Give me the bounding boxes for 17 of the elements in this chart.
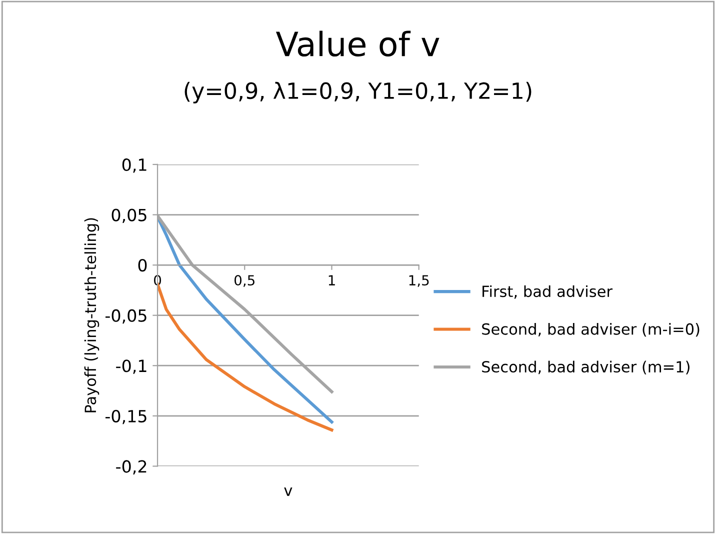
x-tick-label: 1,5 (409, 275, 429, 287)
y-axis-title: Payoff (lying-truth-telling) (84, 218, 100, 412)
y-tick-label: -0,15 (105, 410, 146, 424)
y-tick-label: 0,05 (112, 208, 146, 224)
legend-label: Second, bad adviser (m=1) (482, 360, 690, 374)
y-tick-label: -0,1 (116, 360, 146, 374)
x-tick-label: 0,5 (234, 275, 254, 287)
legend-label: Second, bad adviser (m-i=0) (482, 323, 700, 337)
chart-subtitle: (y=0,9, λ1=0,9, Y1=0,1, Y2=1) (184, 82, 532, 104)
y-tick-label: -0,05 (105, 309, 146, 324)
legend-label: First, bad adviser (482, 285, 613, 299)
chart-title: Value of v (276, 30, 440, 57)
y-tick-label: 0 (138, 259, 147, 272)
x-tick-label: 1 (328, 275, 335, 286)
y-tick-label: 0,1 (122, 158, 146, 173)
x-axis-title: v (284, 488, 292, 496)
y-tick-label: -0,2 (116, 460, 146, 474)
